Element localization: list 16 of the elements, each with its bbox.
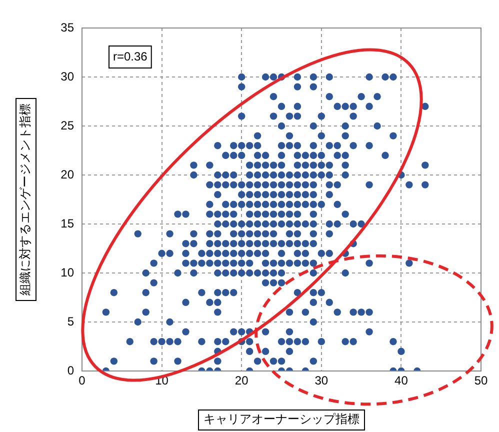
y-tick-label: 20	[60, 167, 74, 182]
y-tick-label: 5	[67, 314, 74, 328]
x-tick-label: 30	[314, 374, 328, 388]
y-axis-title: 組織に対するエンゲージメント指標	[18, 104, 32, 296]
x-tick-label: 0	[78, 374, 86, 388]
y-tick-label: 0	[67, 363, 74, 378]
x-axis-title: キャリアオーナーシップ指標	[204, 412, 360, 426]
y-tick-label: 30	[60, 69, 74, 84]
x-tick-label: 20	[234, 374, 249, 388]
x-tick-label: 40	[394, 374, 408, 388]
y-tick-label: 35	[60, 20, 74, 34]
y-tick-label: 25	[60, 118, 74, 132]
x-tick-label: 50	[474, 374, 488, 388]
y-tick-label: 15	[60, 216, 74, 230]
annotation: r=0.36	[113, 49, 148, 64]
y-tick-label: 10	[60, 265, 74, 280]
